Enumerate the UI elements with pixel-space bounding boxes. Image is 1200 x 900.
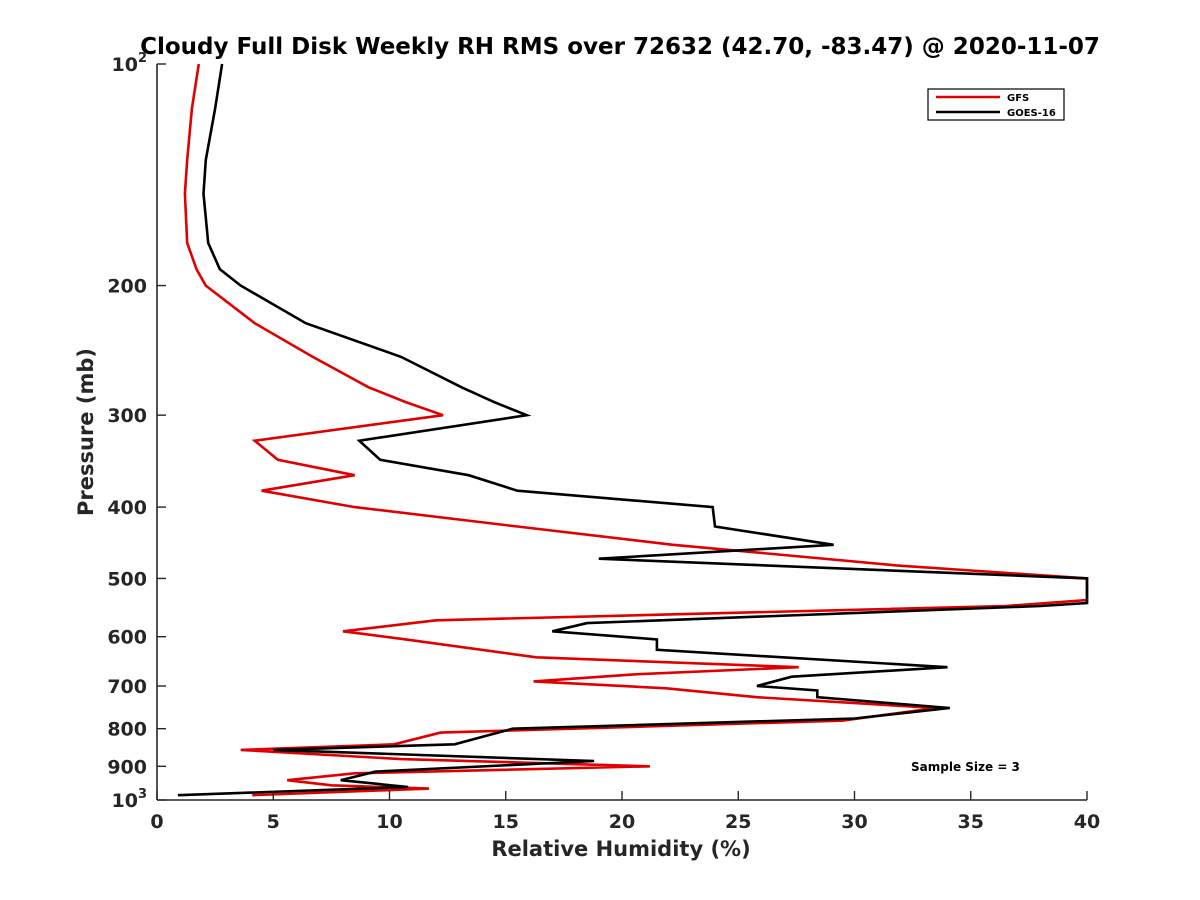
chart-title: Cloudy Full Disk Weekly RH RMS over 7263… [140, 34, 1100, 60]
y-tick-label: 300 [107, 405, 147, 427]
x-axis-label: Relative Humidity (%) [491, 837, 750, 861]
y-tick-label: 200 [107, 276, 147, 298]
x-tick-label: 0 [150, 811, 163, 833]
x-tick-label: 5 [267, 811, 280, 833]
x-tick-label: 35 [958, 811, 984, 833]
y-tick-label: 600 [107, 627, 147, 649]
legend-box [927, 88, 1065, 121]
series-line-gfs [183, 63, 1089, 797]
y-tick-label: 500 [107, 568, 147, 590]
plot-background [157, 64, 1087, 800]
legend-label-gfs: GFS [1007, 93, 1029, 104]
series-line-goes-16 [177, 63, 1089, 797]
sample-size-annotation: Sample Size = 3 [911, 760, 1020, 774]
y-axis-label: Pressure (mb) [74, 348, 98, 516]
x-tick-label: 20 [609, 811, 635, 833]
y-tick-label: 400 [107, 497, 147, 519]
y-tick-label: 103 [112, 787, 148, 812]
x-tick-label: 40 [1074, 811, 1100, 833]
x-tick-label: 30 [841, 811, 867, 833]
y-tick-label: 700 [107, 676, 147, 698]
y-tick-label: 800 [107, 719, 147, 741]
x-tick-label: 25 [725, 811, 751, 833]
legend-label-goes-16: GOES-16 [1007, 108, 1056, 119]
x-tick-label: 10 [376, 811, 402, 833]
y-tick-label: 900 [107, 756, 147, 778]
x-tick-label: 15 [493, 811, 519, 833]
legend: GFS GOES-16 [927, 88, 1065, 121]
y-tick-label: 102 [112, 51, 148, 76]
series-group [177, 63, 1089, 797]
plot-area [156, 63, 1089, 801]
x-tick-group: 0 5 10 15 20 25 30 35 40 [150, 791, 1100, 833]
y-tick-group: 102 200 300 400 500 600 700 800 900 103 [107, 51, 166, 812]
